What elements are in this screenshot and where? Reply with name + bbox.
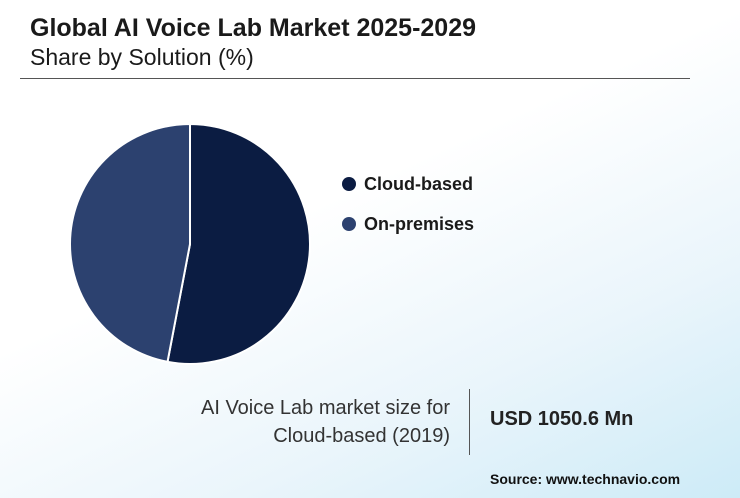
legend: Cloud-based On-premises [342,174,474,254]
legend-label-cloud-based: Cloud-based [364,173,474,194]
stat-divider [469,389,470,455]
legend-marker-cloud-based [342,177,356,191]
title-divider [20,78,690,79]
legend-item-on-premises: On-premises [342,214,474,234]
legend-item-cloud-based: Cloud-based [342,174,474,194]
chart-title: Global AI Voice Lab Market 2025-2029 [30,14,477,42]
pie-slice-on-premises [69,122,191,364]
source-credit: Source: www.technavio.com [490,471,681,487]
market-size-label-line2: Cloud-based (2019) [273,425,450,447]
market-size-label: AI Voice Lab market size for Cloud-based… [201,394,450,450]
pie-chart [69,122,311,365]
market-size-label-line1: AI Voice Lab market size for [200,397,450,419]
pie-slice-cloud-based [166,122,311,365]
chart-subtitle: Share by Solution (%) [30,44,254,70]
legend-marker-on-premises [342,217,356,231]
market-size-value: USD 1050.6 Mn [490,408,634,430]
legend-label-on-premises: On-premises [364,213,475,234]
